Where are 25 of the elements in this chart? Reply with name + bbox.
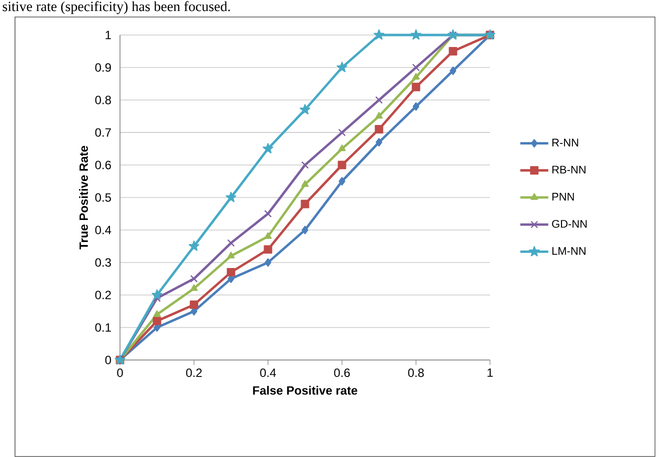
x-axis-title: False Positive rate [253,386,358,395]
y-tick-label: 0.5 [95,193,111,202]
y-tick-label: 0.9 [95,63,111,72]
x-tick-label: 0.4 [260,368,276,378]
y-tick-label: 0.3 [95,258,111,267]
text: sitive rate (specificity) has been focused. [2,1,230,14]
x-tick-label: 1 [488,368,493,377]
x-tick-label: 0.6 [334,368,350,378]
y-tick-label: 0.6 [95,160,111,170]
y-tick-label: 0.8 [95,96,111,104]
y-tick-label: 1 [106,30,111,40]
y-axis-title: True Positive Rate [79,146,88,250]
y-tick-label: 0.1 [95,323,111,332]
y-tick-label: 0.7 [95,128,111,137]
x-tick-label: 0.2 [186,368,202,378]
y-tick-label: 0 [105,356,112,364]
y-tick-label: 0.2 [95,290,111,300]
legend-label: LM-NN [552,247,586,255]
x-tick-label: 0 [117,368,123,378]
legend-label: GD-NN [552,220,587,228]
legend-label: RB-NN [552,166,586,174]
legend-label: R-NN [552,138,578,146]
x-tick-label: 0.8 [408,368,424,378]
legend-label: PNN [552,192,574,200]
y-tick-label: 0.4 [95,226,112,234]
